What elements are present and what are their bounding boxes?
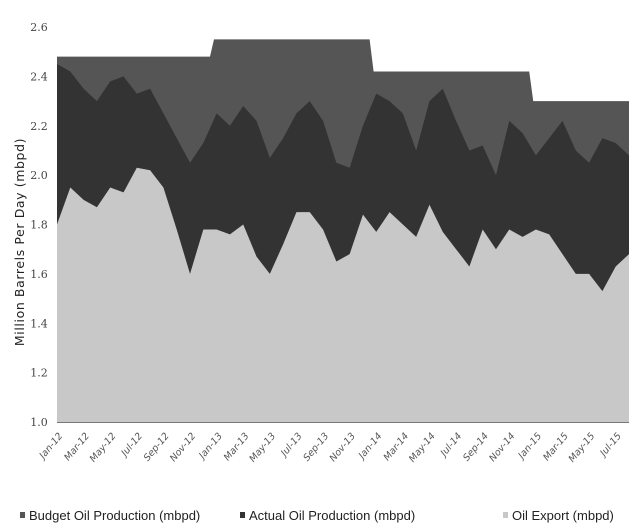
y-tick-label: 2.6	[30, 21, 48, 34]
legend-item-export: Oil Export (mbpd)	[503, 508, 614, 523]
legend-swatch	[503, 512, 508, 518]
y-tick-label: 1.6	[30, 268, 48, 281]
y-tick-label: 1.2	[30, 367, 48, 380]
y-tick-label: 2.2	[30, 120, 48, 133]
legend: Budget Oil Production (mbpd) Actual Oil P…	[20, 508, 614, 523]
y-tick-label: 1.4	[30, 317, 48, 330]
legend-label: Actual Oil Production (mbpd)	[249, 508, 415, 523]
y-tick-label: 1.8	[30, 219, 48, 232]
area-series	[57, 39, 629, 422]
y-tick-label: 2.4	[30, 70, 48, 83]
area-oil-export	[57, 167, 629, 422]
legend-label: Budget Oil Production (mbpd)	[29, 508, 200, 523]
legend-item-budget: Budget Oil Production (mbpd)	[20, 508, 200, 523]
legend-swatch	[240, 512, 245, 518]
y-tick-labels: 1.0 1.2 1.4 1.6 1.8 2.0 2.2 2.4 2.6	[30, 21, 48, 429]
legend-label: Oil Export (mbpd)	[512, 508, 614, 523]
y-tick-label: 1.0	[30, 416, 48, 429]
y-tick-label: 2.0	[30, 169, 48, 182]
legend-item-actual: Actual Oil Production (mbpd)	[240, 508, 415, 523]
legend-swatch	[20, 512, 25, 518]
y-axis-label: Million Barrels Per Day (mbpd)	[12, 138, 27, 346]
